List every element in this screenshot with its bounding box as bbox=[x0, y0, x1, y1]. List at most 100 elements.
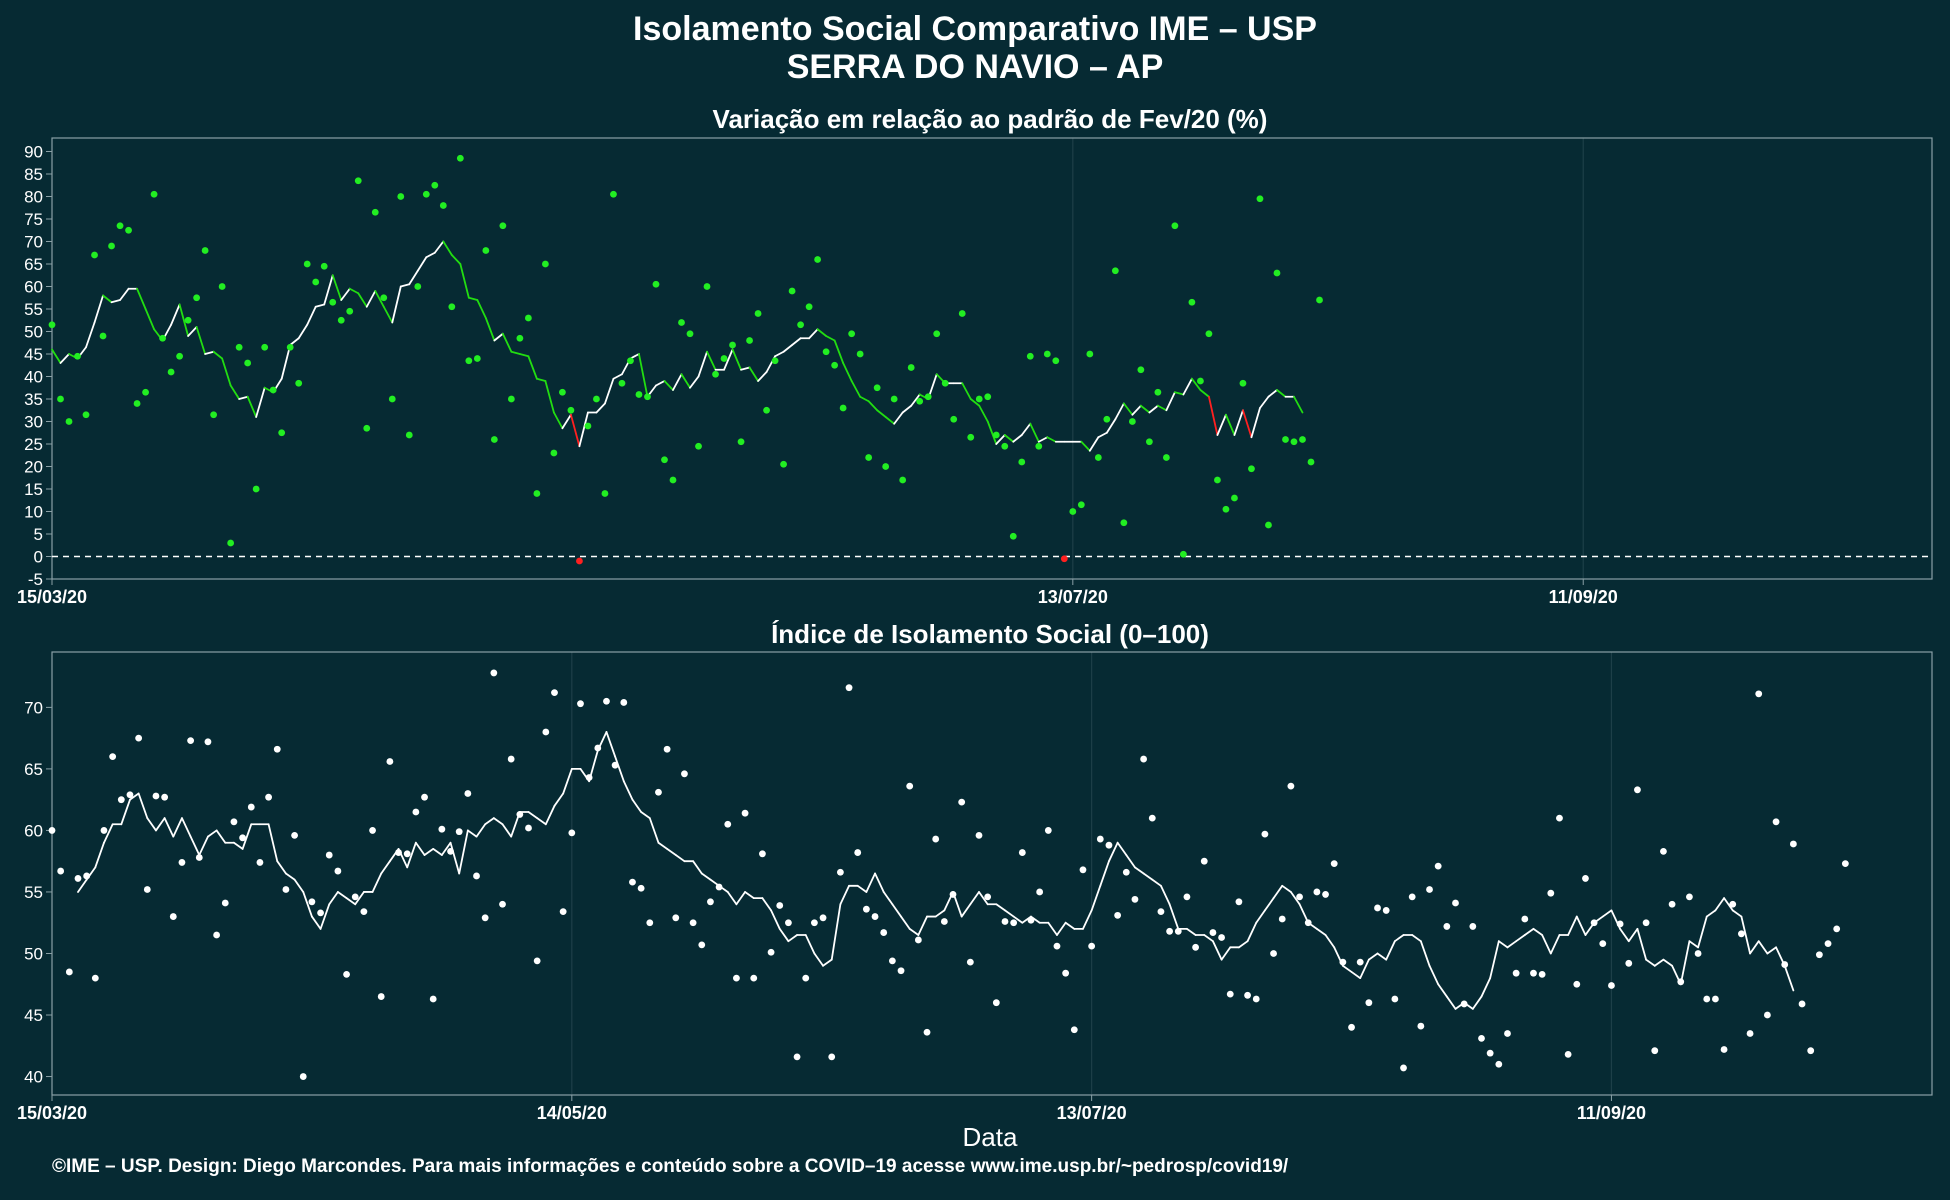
moving-average-segment bbox=[1276, 389, 1287, 398]
moving-average-segment bbox=[934, 909, 946, 918]
data-point bbox=[1365, 999, 1373, 1007]
data-point bbox=[856, 350, 864, 358]
data-point bbox=[99, 332, 107, 340]
y-tick-label: 45 bbox=[24, 1006, 43, 1025]
y-tick-label: 35 bbox=[24, 390, 43, 409]
data-point bbox=[100, 827, 108, 834]
data-point bbox=[193, 294, 201, 302]
moving-average-segment bbox=[459, 263, 470, 299]
moving-average-segment bbox=[1293, 395, 1304, 414]
data-point bbox=[201, 247, 209, 254]
moving-average-segment bbox=[726, 891, 738, 906]
moving-average-segment bbox=[246, 395, 258, 418]
moving-average-segment bbox=[1315, 927, 1327, 936]
data-point bbox=[655, 788, 662, 796]
moving-average-segment bbox=[900, 915, 911, 930]
moving-average-segment bbox=[700, 872, 712, 881]
data-point bbox=[360, 908, 368, 916]
data-point bbox=[380, 294, 388, 302]
data-point bbox=[810, 919, 818, 927]
data-point bbox=[312, 278, 320, 286]
data-point bbox=[308, 898, 316, 906]
data-point bbox=[1218, 934, 1225, 941]
moving-average-segment bbox=[804, 934, 816, 955]
data-point bbox=[320, 262, 328, 270]
data-point bbox=[1053, 942, 1061, 950]
data-point bbox=[1677, 978, 1685, 986]
moving-average-segment bbox=[1419, 940, 1431, 967]
data-point bbox=[516, 334, 524, 342]
moving-average-segment bbox=[1662, 958, 1673, 967]
moving-average-segment bbox=[648, 817, 660, 844]
moving-average-segment bbox=[314, 303, 326, 308]
data-point bbox=[780, 460, 787, 468]
moving-average-segment bbox=[484, 317, 496, 342]
moving-average-segment bbox=[893, 411, 904, 425]
data-point bbox=[252, 485, 260, 493]
moving-average-segment bbox=[578, 411, 589, 448]
data-point bbox=[1824, 940, 1832, 948]
data-point bbox=[329, 298, 337, 306]
data-point bbox=[1171, 222, 1179, 230]
moving-average-segment bbox=[212, 350, 224, 360]
moving-average-segment bbox=[638, 353, 649, 398]
data-point bbox=[681, 770, 688, 778]
data-point bbox=[737, 438, 745, 446]
moving-average-segment bbox=[1350, 971, 1362, 979]
data-point bbox=[1833, 925, 1841, 933]
moving-average-segment bbox=[1619, 927, 1630, 943]
data-point bbox=[1044, 827, 1052, 834]
moving-average-segment bbox=[527, 811, 539, 820]
y-tick-label: 5 bbox=[34, 525, 43, 544]
caption-footer: ©IME – USP. Design: Diego Marcondes. Par… bbox=[52, 1156, 1289, 1177]
data-point bbox=[1009, 532, 1017, 540]
data-point bbox=[1070, 1026, 1078, 1034]
y-tick-label: 65 bbox=[24, 760, 43, 779]
moving-average-segment bbox=[1272, 884, 1284, 900]
data-point bbox=[299, 1073, 307, 1080]
data-point bbox=[1086, 350, 1094, 358]
moving-average-segment bbox=[1212, 940, 1223, 961]
data-point bbox=[1590, 919, 1598, 927]
data-point bbox=[992, 431, 1000, 439]
data-point bbox=[125, 226, 132, 234]
data-point bbox=[1443, 923, 1451, 930]
data-point bbox=[1103, 415, 1111, 423]
data-point bbox=[499, 900, 506, 908]
data-point bbox=[594, 744, 602, 752]
moving-average-segment bbox=[255, 386, 266, 418]
data-point bbox=[117, 796, 125, 804]
moving-average-segment bbox=[770, 909, 781, 930]
data-point bbox=[845, 684, 853, 692]
moving-average-segment bbox=[1259, 395, 1270, 409]
moving-average-segment bbox=[323, 274, 334, 306]
data-point bbox=[1296, 893, 1303, 901]
moving-average-segment bbox=[1757, 940, 1769, 955]
moving-average-segment bbox=[1216, 413, 1227, 436]
moving-average-segment bbox=[1139, 404, 1151, 414]
data-point bbox=[871, 913, 879, 920]
y-tick-label: 60 bbox=[24, 821, 43, 840]
data-point bbox=[788, 287, 796, 295]
moving-average-segment bbox=[1097, 431, 1108, 439]
data-point bbox=[611, 761, 619, 769]
moving-average-segment bbox=[1029, 422, 1040, 443]
data-point bbox=[933, 330, 941, 338]
moving-average-segment bbox=[1088, 436, 1100, 452]
moving-average-segment bbox=[336, 891, 348, 900]
moving-average-segment bbox=[787, 934, 798, 943]
data-point bbox=[916, 397, 924, 405]
data-point bbox=[1278, 915, 1286, 923]
data-point bbox=[1010, 919, 1018, 927]
moving-average-segment bbox=[1003, 434, 1015, 443]
moving-average-segment bbox=[51, 348, 62, 364]
moving-average-segment bbox=[657, 841, 669, 850]
data-point bbox=[663, 745, 671, 753]
moving-average-segment bbox=[501, 332, 513, 353]
data-point bbox=[1192, 943, 1199, 951]
y-tick-label: 80 bbox=[24, 188, 43, 207]
x-tick-label: 14/05/20 bbox=[537, 1103, 607, 1123]
data-point bbox=[282, 886, 290, 893]
data-point bbox=[661, 456, 668, 464]
data-point bbox=[1452, 899, 1459, 907]
